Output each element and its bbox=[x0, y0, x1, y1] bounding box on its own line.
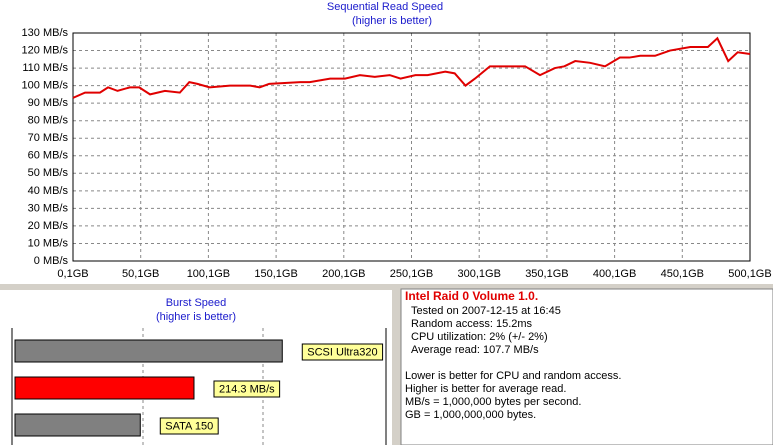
info-note: GB = 1,000,000,000 bytes. bbox=[405, 409, 536, 421]
info-detail: CPU utilization: 2% (+/- 2%) bbox=[411, 331, 548, 343]
x-tick-label: 200,1GB bbox=[322, 268, 365, 280]
x-tick-label: 250,1GB bbox=[390, 268, 433, 280]
x-tick-label: 350,1GB bbox=[525, 268, 568, 280]
bar bbox=[14, 413, 141, 437]
y-tick-label: 30 MB/s bbox=[28, 202, 69, 214]
value-label: SCSI Ultra320 bbox=[307, 346, 377, 358]
data-line bbox=[72, 36, 751, 99]
bar bbox=[14, 376, 195, 400]
value-label: SATA 150 bbox=[165, 420, 213, 432]
x-tick-label: 0,1GB bbox=[57, 268, 88, 280]
info-detail: Average read: 107.7 MB/s bbox=[411, 344, 539, 356]
info-note: Lower is better for CPU and random acces… bbox=[405, 370, 621, 382]
value-label-box bbox=[159, 417, 219, 435]
plot-border bbox=[72, 32, 751, 262]
info-title: Intel Raid 0 Volume 1.0. bbox=[405, 289, 538, 303]
x-tick-label: 450,1GB bbox=[661, 268, 704, 280]
x-tick-label: 50,1GB bbox=[122, 268, 159, 280]
y-tick-label: 0 MB/s bbox=[34, 255, 69, 267]
chart-title: Burst Speed bbox=[166, 297, 227, 309]
y-tick-label: 100 MB/s bbox=[22, 80, 69, 92]
y-tick-label: 80 MB/s bbox=[28, 115, 69, 127]
info-detail: Random access: 15.2ms bbox=[411, 318, 533, 330]
x-tick-label: 300,1GB bbox=[457, 268, 500, 280]
x-tick-label: 400,1GB bbox=[593, 268, 636, 280]
chart-subtitle: (higher is better) bbox=[352, 15, 432, 27]
info-note: MB/s = 1,000,000 bytes per second. bbox=[405, 396, 581, 408]
y-tick-label: 70 MB/s bbox=[28, 132, 69, 144]
y-tick-label: 110 MB/s bbox=[22, 62, 68, 74]
y-tick-label: 20 MB/s bbox=[28, 220, 69, 232]
chart-title: Sequential Read Speed bbox=[327, 1, 443, 13]
y-tick-label: 40 MB/s bbox=[28, 185, 69, 197]
chart-subtitle: (higher is better) bbox=[156, 311, 236, 323]
info-detail: Tested on 2007-12-15 at 16:45 bbox=[411, 305, 561, 317]
y-tick-label: 60 MB/s bbox=[28, 150, 69, 162]
value-label-box bbox=[213, 380, 281, 398]
y-tick-label: 90 MB/s bbox=[28, 97, 69, 109]
value-label-box bbox=[301, 343, 384, 361]
x-tick-label: 100,1GB bbox=[187, 268, 230, 280]
bar bbox=[14, 339, 283, 363]
x-tick-label: 500,1GB bbox=[728, 268, 771, 280]
y-tick-label: 120 MB/s bbox=[22, 44, 69, 56]
info-panel bbox=[400, 288, 773, 445]
y-tick-label: 50 MB/s bbox=[28, 167, 69, 179]
y-tick-label: 10 MB/s bbox=[28, 237, 69, 249]
y-tick-label: 130 MB/s bbox=[22, 27, 69, 39]
info-note: Higher is better for average read. bbox=[405, 383, 566, 395]
x-tick-label: 150,1GB bbox=[254, 268, 297, 280]
value-label: 214.3 MB/s bbox=[219, 383, 275, 395]
